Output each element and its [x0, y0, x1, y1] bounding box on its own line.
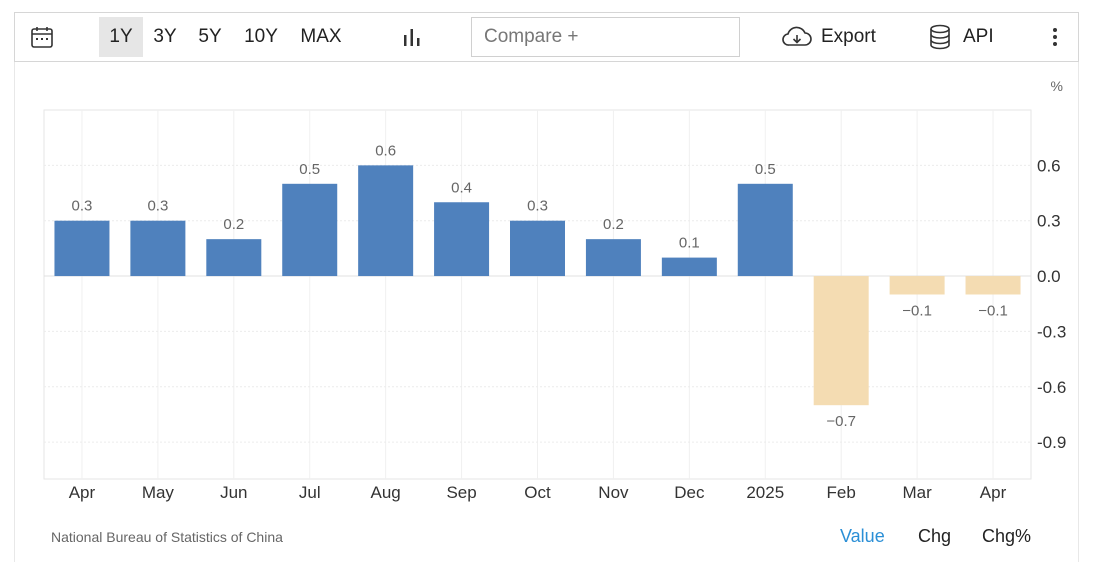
y-tick-label: 0.0 [1037, 267, 1061, 286]
data-label: 0.3 [527, 198, 548, 215]
bar[interactable] [54, 220, 110, 277]
range-3y-button[interactable]: 3Y [153, 26, 177, 47]
bar[interactable] [434, 202, 490, 277]
x-tick-label: Aug [371, 483, 401, 502]
source-attribution: National Bureau of Statistics of China [51, 529, 283, 545]
range-10y-button[interactable]: 10Y [244, 26, 278, 47]
data-label: 0.1 [679, 235, 700, 252]
export-button[interactable]: Export [821, 26, 876, 47]
bar[interactable] [510, 220, 565, 277]
x-tick-label: 2025 [746, 483, 784, 502]
data-label: −0.1 [902, 303, 932, 320]
y-axis-unit-label: % [1051, 78, 1063, 94]
data-label: 0.2 [223, 216, 244, 233]
bar[interactable] [661, 257, 717, 277]
range-1y-button[interactable]: 1Y [99, 17, 143, 57]
bar[interactable] [889, 276, 945, 295]
range-5y-button[interactable]: 5Y [198, 26, 222, 47]
bar[interactable] [206, 239, 262, 277]
x-tick-label: Sep [446, 483, 476, 502]
x-tick-label: Feb [827, 483, 856, 502]
api-button[interactable]: API [963, 26, 994, 47]
chart-toolbar: 1Y 3Y 5Y 10Y MAX Compare + Export API [14, 12, 1079, 62]
bar[interactable] [358, 165, 414, 277]
bar[interactable] [965, 276, 1021, 295]
x-tick-label: Apr [980, 483, 1007, 502]
data-label: 0.6 [375, 142, 396, 159]
data-label: −0.1 [978, 303, 1008, 320]
data-label: 0.2 [603, 216, 624, 233]
bar[interactable] [130, 220, 186, 277]
calendar-icon[interactable] [25, 13, 59, 61]
chart-type-icon[interactable] [397, 13, 427, 61]
x-tick-label: Dec [674, 483, 705, 502]
data-label: 0.3 [147, 198, 168, 215]
data-label: 0.3 [72, 198, 93, 215]
x-tick-label: Jun [220, 483, 247, 502]
bar[interactable] [282, 183, 338, 277]
chg-tab[interactable]: Chg [918, 526, 952, 546]
x-tick-label: Jul [299, 483, 321, 502]
bar[interactable] [813, 276, 869, 406]
data-label: −0.7 [826, 413, 856, 430]
range-max-button[interactable]: MAX [300, 26, 342, 47]
x-tick-label: Oct [524, 483, 551, 502]
data-label: 0.4 [451, 179, 472, 196]
x-tick-label: Mar [902, 483, 932, 502]
bar[interactable] [585, 239, 641, 277]
y-tick-label: 0.3 [1037, 212, 1061, 231]
database-icon[interactable] [927, 13, 953, 61]
x-tick-label: Nov [598, 483, 629, 502]
cloud-download-icon[interactable] [780, 13, 814, 61]
more-options-icon[interactable] [1043, 13, 1067, 61]
y-tick-label: 0.6 [1037, 156, 1061, 175]
data-label: 0.5 [755, 161, 776, 178]
data-label: 0.5 [299, 161, 320, 178]
x-tick-label: May [142, 483, 175, 502]
compare-input[interactable]: Compare + [471, 17, 740, 57]
x-tick-label: Apr [69, 483, 96, 502]
value-tab[interactable]: Value [840, 526, 885, 546]
y-tick-label: -0.9 [1037, 433, 1066, 452]
y-tick-label: -0.3 [1037, 322, 1066, 341]
chg-percent-tab[interactable]: Chg% [982, 526, 1032, 546]
y-tick-label: -0.6 [1037, 378, 1066, 397]
bar[interactable] [737, 183, 793, 277]
chart-panel [14, 62, 1079, 562]
